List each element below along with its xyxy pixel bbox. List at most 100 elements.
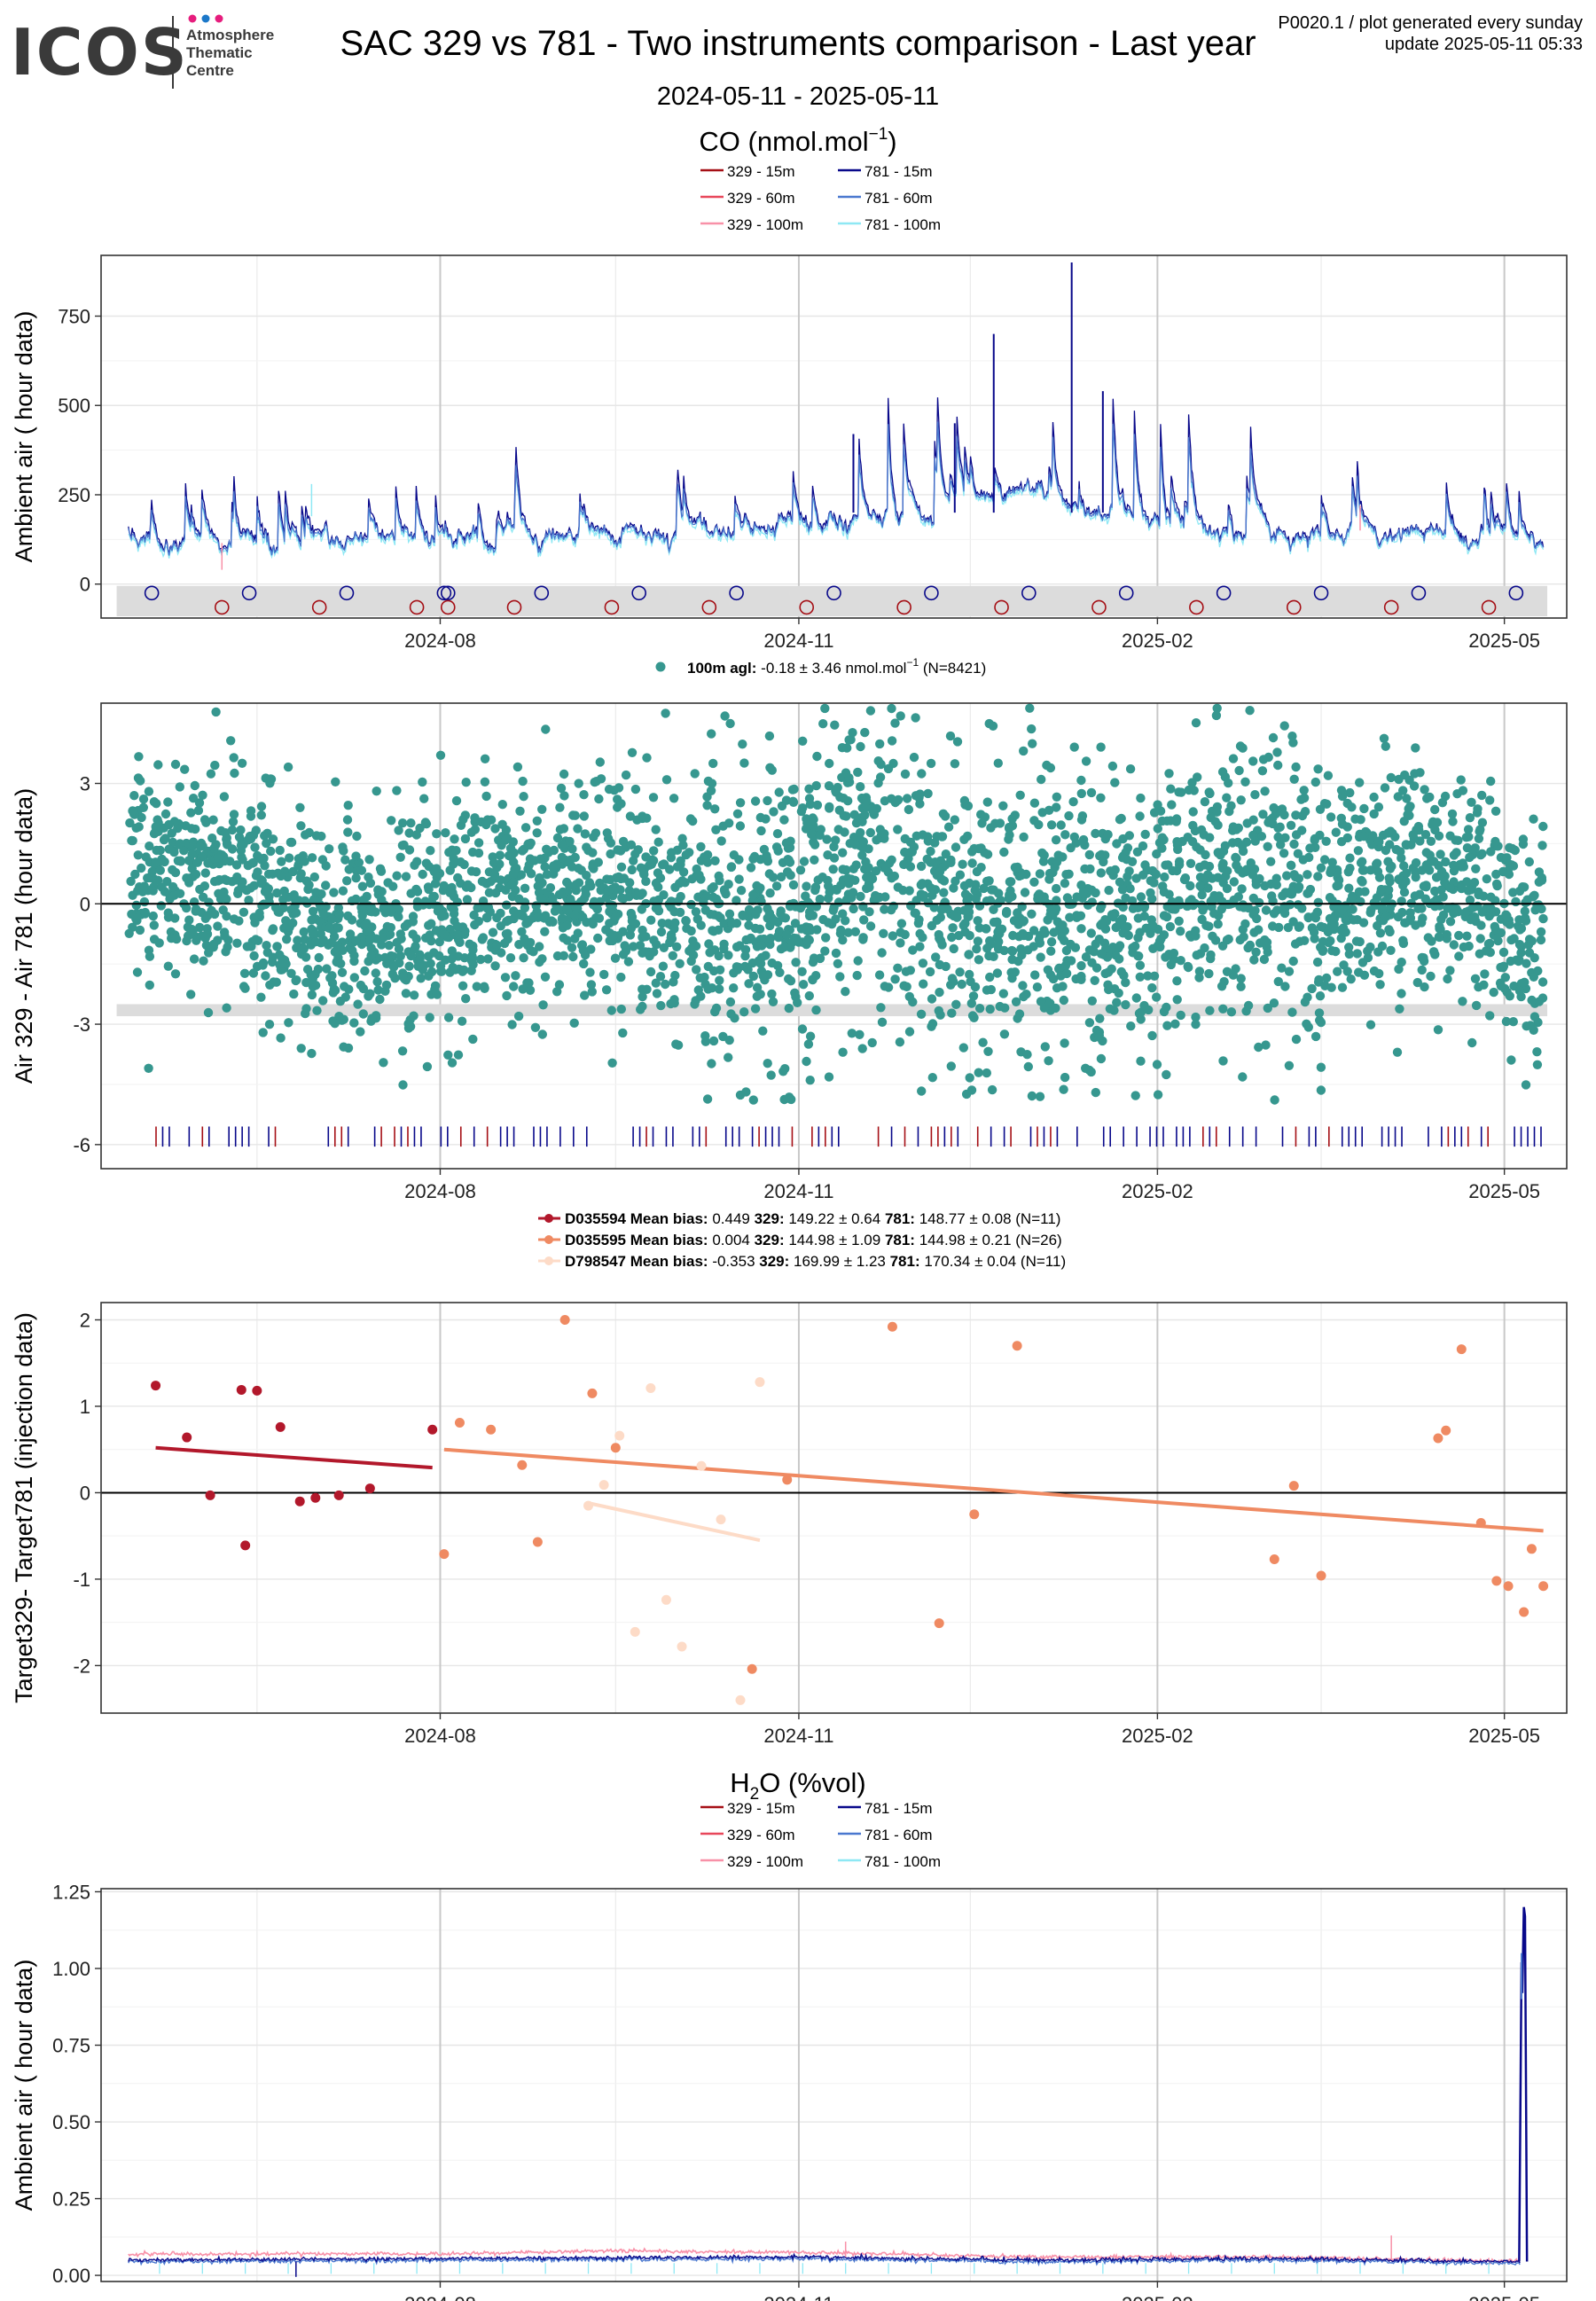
diff-point — [1529, 972, 1539, 982]
diff-point — [769, 807, 778, 817]
target-point — [240, 1540, 251, 1551]
diff-point — [1134, 1008, 1145, 1019]
diff-point — [386, 922, 395, 933]
diff-point — [669, 906, 679, 917]
diff-point — [1167, 800, 1177, 810]
diff-point — [1027, 909, 1037, 920]
target-grid — [101, 1303, 1567, 1713]
diff-point — [715, 975, 724, 985]
diff-point — [1319, 855, 1330, 865]
co-calib-marker-329 — [214, 599, 230, 615]
diff-point — [1158, 881, 1168, 891]
diff-point — [811, 1005, 821, 1015]
diff-point — [311, 888, 321, 897]
diff-point — [1228, 822, 1239, 832]
diff-point — [677, 834, 687, 843]
diff-point — [387, 907, 396, 917]
diff-point — [995, 818, 1005, 828]
target-point — [151, 1381, 161, 1391]
diff-point — [955, 870, 966, 880]
diff-point — [690, 769, 700, 779]
target-point — [934, 1618, 944, 1629]
co-series-781-100m — [128, 422, 1545, 560]
diff-point — [820, 703, 830, 714]
co-calib-marker-781 — [241, 585, 257, 601]
diff-point — [887, 703, 896, 714]
diff-point — [1242, 818, 1252, 828]
co-calib-marker-781 — [924, 585, 939, 601]
diff-point — [810, 855, 819, 865]
diff-point — [236, 825, 246, 835]
diff-point — [768, 873, 778, 882]
diff-point — [983, 1046, 993, 1057]
diff-point — [1331, 946, 1341, 957]
diff-point — [853, 956, 863, 966]
diff-point — [1004, 834, 1013, 844]
diff-point — [1489, 987, 1498, 998]
diff-point — [825, 802, 834, 812]
diff-point — [513, 1011, 524, 1021]
diff-point — [1355, 778, 1365, 787]
diff-point — [579, 959, 589, 969]
diff-point — [1141, 923, 1151, 934]
diff-point — [750, 923, 761, 934]
diff-point — [298, 851, 308, 861]
diff-point — [573, 824, 583, 834]
diff-point — [329, 888, 339, 897]
diff-flag-ticks — [155, 1126, 1542, 1147]
diff-point — [447, 946, 457, 956]
diff-point — [724, 1053, 733, 1062]
diff-point — [943, 822, 954, 832]
diff-point — [1185, 880, 1195, 891]
diff-point — [128, 835, 137, 846]
diff-point — [1527, 995, 1537, 1006]
diff-point — [557, 840, 567, 850]
diff-point — [372, 977, 382, 987]
diff-point — [868, 806, 878, 816]
diff-point — [609, 930, 619, 941]
diff-point — [266, 846, 276, 857]
diff-point — [256, 802, 267, 811]
diff-point — [229, 753, 239, 763]
diff-point — [949, 911, 958, 921]
diff-point — [915, 942, 925, 951]
diff-point — [1078, 834, 1089, 845]
diff-point — [429, 891, 439, 902]
diff-point — [896, 938, 905, 948]
diff-point — [1023, 945, 1033, 955]
diff-point — [916, 861, 927, 872]
diff-point — [1530, 953, 1539, 963]
diff-point — [390, 974, 400, 983]
diff-point — [1252, 913, 1262, 924]
diff-point — [802, 935, 812, 946]
diff-point — [542, 844, 552, 854]
diff-point — [1359, 865, 1369, 875]
diff-point — [1369, 809, 1379, 819]
diff-point — [1375, 928, 1386, 938]
diff-point — [392, 871, 402, 880]
figure-title: SAC 329 vs 781 - Two instruments compari… — [340, 24, 1256, 63]
diff-point — [1445, 917, 1456, 927]
diff-point — [635, 941, 645, 951]
h2o-series-781-60m — [128, 2253, 1521, 2267]
diff-point — [466, 966, 476, 976]
diff-point — [978, 1037, 988, 1047]
diff-point — [580, 829, 591, 839]
diff-point — [1185, 858, 1196, 868]
diff-point — [877, 948, 887, 958]
diff-point — [1288, 956, 1298, 967]
diff-point — [512, 910, 522, 920]
diff-point — [1337, 982, 1348, 992]
diff-point — [328, 988, 339, 998]
diff-point — [1152, 992, 1162, 1002]
diff-point — [1313, 872, 1323, 881]
diff-point — [1353, 846, 1364, 856]
diff-point — [1107, 964, 1116, 974]
diff-point — [1300, 997, 1310, 1007]
diff-point — [293, 935, 302, 945]
diff-point — [1089, 947, 1099, 957]
diff-point — [669, 794, 679, 803]
diff-point — [850, 927, 860, 937]
h2o-y-tick-label: 0.75 — [52, 2035, 90, 2057]
diff-point — [947, 1008, 957, 1018]
